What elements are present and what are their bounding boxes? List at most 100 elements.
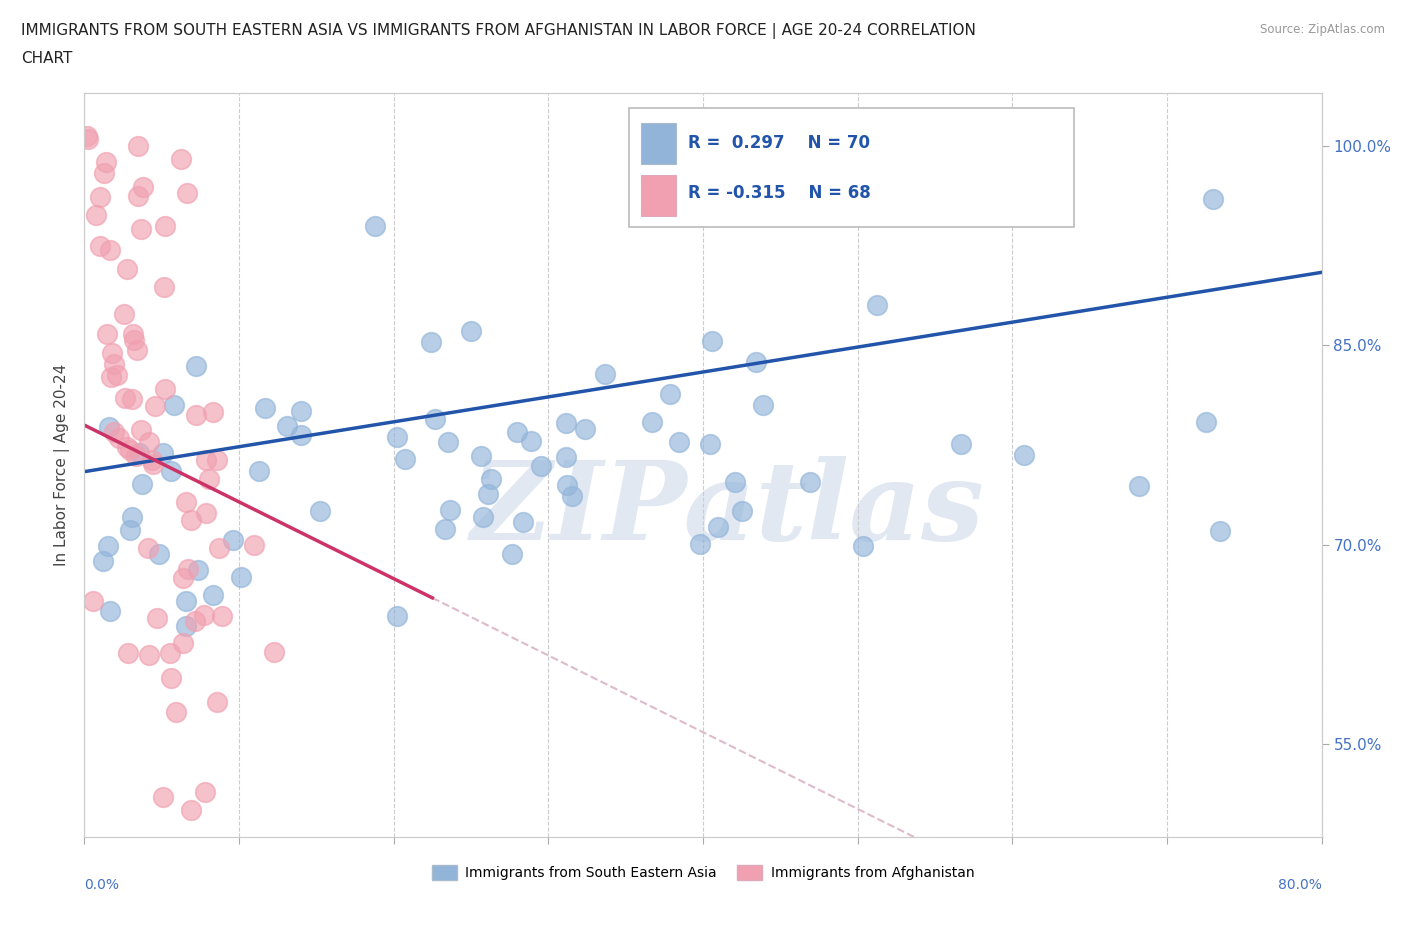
Point [290, 404, 312, 418]
Point [506, 425, 529, 440]
Point [159, 645, 181, 660]
Point [437, 434, 460, 449]
Point [132, 179, 155, 194]
Point [574, 422, 596, 437]
Point [222, 532, 245, 547]
Point [593, 366, 616, 381]
Point [247, 464, 270, 479]
Point [153, 381, 176, 396]
Text: R =  0.297    N = 70: R = 0.297 N = 70 [688, 134, 870, 152]
Point [1012, 448, 1035, 463]
Point [174, 495, 197, 510]
Point [180, 512, 202, 527]
Text: CHART: CHART [21, 51, 73, 66]
Point [160, 464, 183, 479]
Point [118, 523, 141, 538]
Point [121, 510, 143, 525]
FancyBboxPatch shape [641, 175, 676, 216]
Point [142, 457, 165, 472]
Point [127, 189, 149, 204]
Point [752, 397, 775, 412]
Point [115, 261, 138, 276]
Point [152, 790, 174, 804]
Point [128, 446, 150, 461]
Point [138, 434, 160, 449]
Point [174, 618, 197, 633]
Point [148, 546, 170, 561]
Point [117, 645, 139, 660]
Point [76, 128, 98, 143]
Point [659, 386, 682, 401]
Point [1195, 414, 1218, 429]
Point [77, 132, 100, 147]
Point [159, 671, 181, 685]
Point [100, 345, 122, 360]
Point [387, 608, 409, 623]
Point [198, 472, 221, 486]
Point [187, 562, 209, 577]
Point [866, 298, 889, 312]
Point [202, 588, 225, 603]
Point [114, 391, 136, 405]
Point [195, 505, 218, 520]
Point [96, 326, 118, 341]
Text: ZIPatlas: ZIPatlas [471, 456, 984, 564]
Point [290, 428, 312, 443]
Point [176, 185, 198, 200]
Point [423, 411, 446, 426]
Point [93, 166, 115, 180]
Point [143, 398, 166, 413]
Point [170, 152, 193, 166]
Point [107, 431, 129, 445]
Point [471, 509, 494, 524]
Point [243, 538, 266, 552]
Point [1209, 524, 1232, 538]
Point [364, 219, 387, 233]
Text: R = -0.315    N = 68: R = -0.315 N = 68 [688, 184, 870, 202]
Point [184, 358, 207, 373]
Point [174, 593, 197, 608]
Point [177, 562, 200, 577]
Point [112, 307, 135, 322]
Point [460, 324, 482, 339]
Point [501, 547, 523, 562]
Point [89, 190, 111, 205]
Point [555, 477, 578, 492]
Point [561, 488, 583, 503]
Point [100, 370, 122, 385]
Point [89, 239, 111, 254]
Point [229, 570, 252, 585]
Point [131, 477, 153, 492]
Point [433, 522, 456, 537]
Point [263, 644, 285, 659]
Point [136, 541, 159, 556]
Point [668, 434, 690, 449]
Text: 0.0%: 0.0% [84, 878, 120, 892]
Point [138, 647, 160, 662]
Point [530, 458, 553, 473]
Point [97, 538, 120, 553]
Point [82, 594, 104, 609]
Point [194, 784, 217, 799]
Point [124, 448, 146, 463]
Point [129, 422, 152, 437]
Point [253, 400, 276, 415]
Point [707, 519, 730, 534]
Point [555, 416, 578, 431]
Point [689, 537, 711, 551]
Point [385, 430, 408, 445]
Point [512, 514, 534, 529]
Point [309, 504, 332, 519]
Legend: Immigrants from South Eastern Asia, Immigrants from Afghanistan: Immigrants from South Eastern Asia, Immi… [426, 860, 980, 886]
Point [152, 445, 174, 460]
Point [103, 425, 125, 440]
FancyBboxPatch shape [641, 123, 676, 164]
Point [420, 335, 443, 350]
Point [153, 280, 176, 295]
Point [202, 405, 225, 419]
Point [180, 803, 202, 817]
Point [439, 503, 461, 518]
Point [121, 326, 143, 341]
Point [205, 452, 228, 467]
Text: 80.0%: 80.0% [1278, 878, 1322, 892]
